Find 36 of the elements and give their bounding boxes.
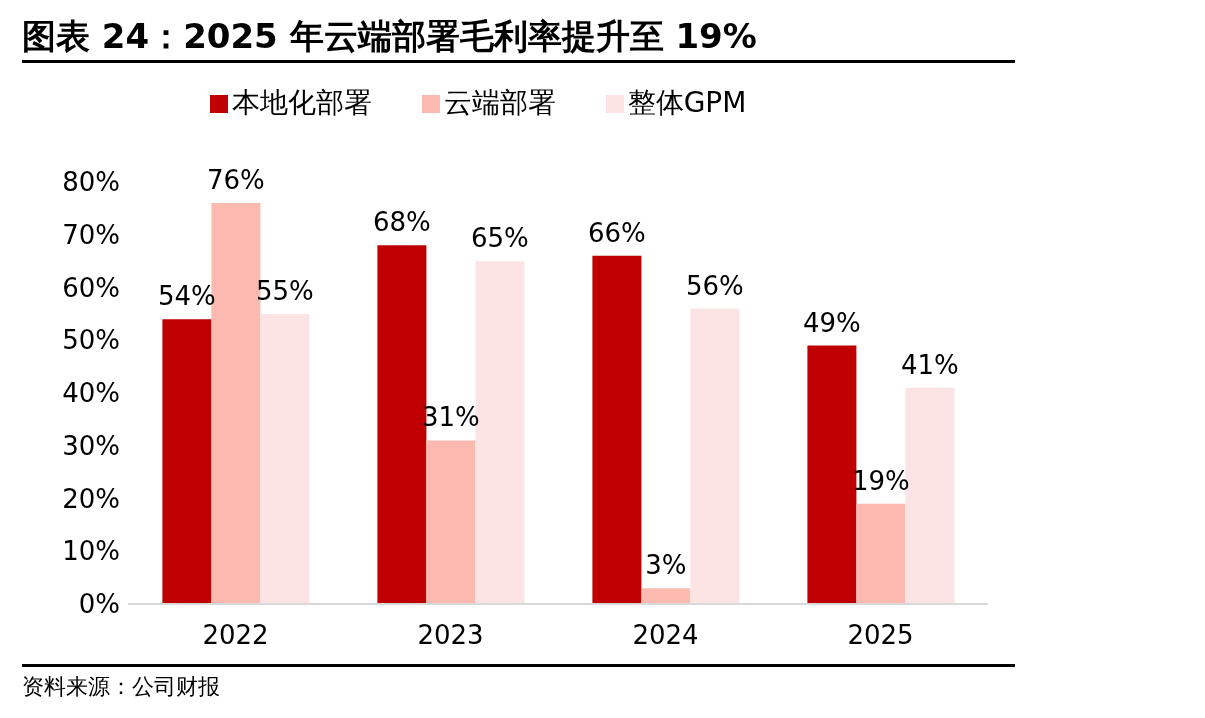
chart-title: 图表 24：2025 年云端部署毛利率提升至 19% xyxy=(22,15,757,58)
y-tick-label: 10% xyxy=(62,536,120,567)
text: 资料来源：公司财报 xyxy=(22,673,220,701)
bar xyxy=(162,319,212,604)
bar xyxy=(807,345,857,604)
data-label: 76% xyxy=(207,165,265,196)
y-tick-label: 30% xyxy=(62,430,120,461)
bar xyxy=(690,308,740,604)
data-label: 56% xyxy=(686,270,744,301)
y-tick-label: 80% xyxy=(62,167,120,198)
data-label: 3% xyxy=(645,550,687,581)
bar xyxy=(856,503,906,604)
bar xyxy=(260,313,310,604)
x-tick-label: 2022 xyxy=(202,620,269,651)
bar xyxy=(426,440,476,604)
y-tick-label: 50% xyxy=(62,325,120,356)
data-label: 68% xyxy=(373,207,431,238)
data-label: 65% xyxy=(471,223,529,254)
y-tick-label: 20% xyxy=(62,483,120,514)
data-label: 49% xyxy=(803,307,861,338)
x-tick-label: 2025 xyxy=(847,620,914,651)
legend-label: 整体GPM xyxy=(627,86,747,119)
data-label: 41% xyxy=(901,349,959,380)
legend-label: 本地化部署 xyxy=(231,86,372,119)
legend-label: 云端部署 xyxy=(443,86,556,119)
y-tick-label: 70% xyxy=(62,219,120,250)
y-tick-label: 60% xyxy=(62,272,120,303)
data-label: 66% xyxy=(588,217,646,248)
data-label: 55% xyxy=(256,275,314,306)
y-tick-label: 40% xyxy=(62,378,120,409)
y-tick-label: 0% xyxy=(78,589,120,620)
bar xyxy=(592,255,642,604)
data-label: 54% xyxy=(158,281,216,312)
x-tick-label: 2023 xyxy=(417,620,484,651)
bar xyxy=(641,588,691,604)
x-tick-label: 2024 xyxy=(632,620,699,651)
